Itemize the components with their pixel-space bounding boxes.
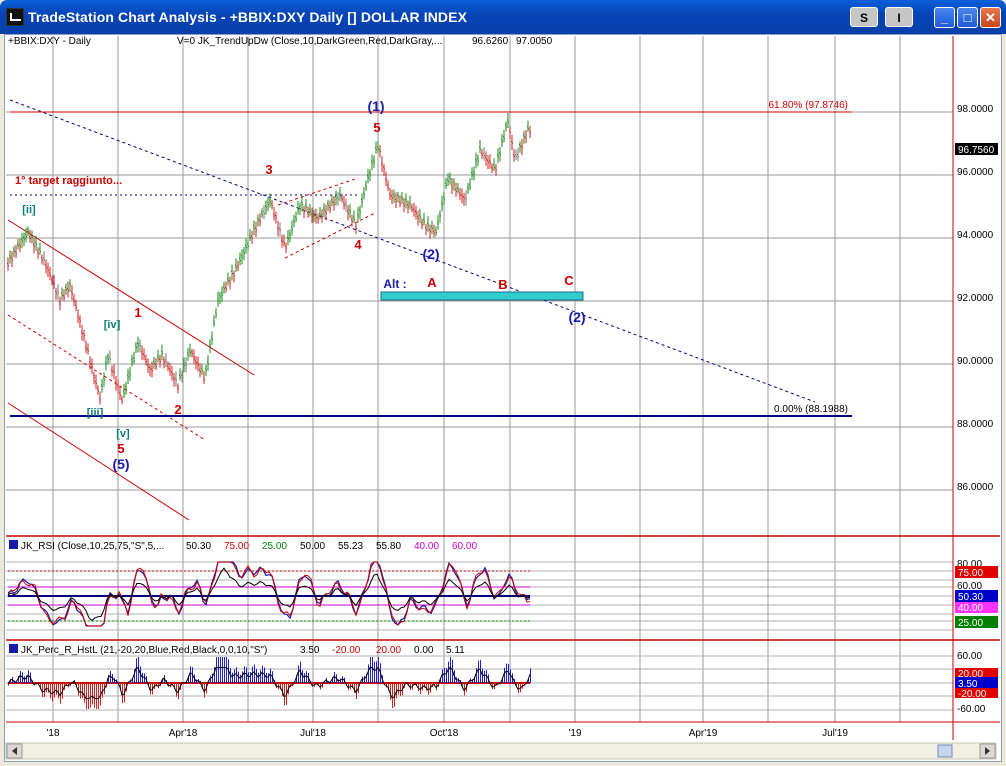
wave-2-label: (2) [422, 246, 439, 262]
rsi-name: JK_RSI (Close,10,25,75,"S",5,... [21, 541, 164, 552]
maximize-button[interactable]: □ [957, 7, 978, 28]
wave-2-small-label: 2 [174, 402, 181, 417]
long-trendline [9, 99, 816, 403]
price-axis: 98.0000 96.0000 94.0000 92.0000 90.0000 … [955, 104, 998, 493]
y-tick-88: 88.0000 [957, 419, 994, 430]
indicator-value-1: 96.6260 [472, 36, 509, 47]
x-tick-oct18: Oct'18 [430, 728, 459, 739]
wave-5-top-label: 5 [373, 120, 380, 135]
rsi-tick-50: 50.30 [958, 592, 983, 603]
wave-1-small-label: 1 [134, 305, 141, 320]
wave-2-alt-label: (2) [568, 309, 585, 325]
y-tick-86: 86.0000 [957, 482, 994, 493]
rsi-40-box [955, 602, 998, 613]
close-button[interactable]: ✕ [980, 7, 1001, 28]
perc-r-panel: JK_Perc_R_HstL (21,-20,20,Blue,Red,Black… [7, 644, 998, 715]
alt-label: Alt : [383, 277, 406, 291]
fib-0-label: 0.00% (88.1988) [774, 404, 848, 415]
rsi-25-box [955, 616, 998, 628]
perc-tick-60: 60.00 [957, 651, 982, 662]
rsi-tick-80: 80.00 [957, 559, 982, 570]
x-tick-apr18: Apr'18 [169, 728, 198, 739]
symbol-link-s-button[interactable]: S [850, 7, 878, 27]
perc-tick-3: 3.50 [958, 679, 978, 690]
x-tick-apr19: Apr'19 [689, 728, 718, 739]
rsi-tick-75: 75.00 [958, 568, 983, 579]
x-tick-19: '19 [568, 728, 581, 739]
alt-target-zone [380, 291, 584, 301]
fib-61-label: 61.80% (97.8746) [768, 100, 848, 111]
rsi-tick-40: 40.00 [958, 603, 983, 614]
minimize-button[interactable]: _ [934, 7, 955, 28]
wave-iii-label: [iii] [87, 407, 104, 419]
y-tick-98: 98.0000 [957, 104, 994, 115]
wave-v-label: [v] [116, 428, 130, 440]
last-price-box [955, 143, 998, 155]
symbol-link-i-button[interactable]: I [885, 7, 913, 27]
x-tick-jul18: Jul'18 [300, 728, 326, 739]
y-tick-90: 90.0000 [957, 356, 994, 367]
triangle-pattern [277, 177, 376, 259]
rsi-panel: JK_RSI (Close,10,25,75,"S",5,... 50.30 75… [7, 540, 998, 629]
wave-3-label: 3 [265, 162, 272, 177]
perc-m20-box [955, 688, 998, 698]
perc-20-box [955, 668, 998, 678]
indicator-value-2: 97.0050 [516, 36, 553, 47]
y-tick-92: 92.0000 [957, 293, 994, 304]
wave-1-label: (1) [367, 98, 384, 114]
perc-3-box [955, 677, 998, 689]
target-reached-note: 1° target raggiunto... [15, 175, 122, 187]
wave-c-label: C [564, 273, 574, 288]
x-tick-18: '18 [46, 728, 59, 739]
rsi-75-box [955, 566, 998, 578]
perc-tick-m20: -20.00 [958, 689, 987, 700]
declining-channel [7, 219, 255, 521]
chart-grid [6, 36, 953, 722]
tradestation-app-icon[interactable] [6, 8, 24, 26]
wave-5-cycle-label: (5) [112, 456, 129, 472]
wave-5-low-label: 5 [117, 441, 124, 456]
last-price-value: 96.7560 [958, 145, 995, 156]
window-title: TradeStation Chart Analysis - +BBIX:DXY … [28, 9, 468, 25]
wave-iv-label: [iv] [104, 319, 121, 331]
wave-a-label: A [427, 275, 437, 290]
perc-tick-20: 20.00 [958, 669, 983, 680]
wave-ii-label: [ii] [22, 204, 36, 216]
rsi-tick-60: 60.00 [957, 581, 982, 592]
wave-b-label: B [498, 277, 507, 292]
rsi-tick-25: 25.00 [958, 618, 983, 629]
horizontal-scrollbar[interactable] [5, 742, 997, 760]
perc-tick-m60: -60.00 [957, 704, 986, 715]
time-axis: '18 Apr'18 Jul'18 Oct'18 '19 Apr'19 Jul'… [46, 728, 848, 739]
y-tick-96: 96.0000 [957, 167, 994, 178]
price-bars [7, 113, 531, 405]
x-tick-jul19: Jul'19 [822, 728, 848, 739]
perc-name: JK_Perc_R_HstL (21,-20,20,Blue,Red,Black… [21, 645, 267, 656]
rsi-50-box [955, 590, 998, 602]
title-bar: TradeStation Chart Analysis - +BBIX:DXY … [0, 0, 1006, 34]
y-tick-94: 94.0000 [957, 230, 994, 241]
scroll-thumb [937, 744, 953, 758]
wave-4-label: 4 [354, 237, 362, 252]
indicator-label: V=0 JK_TrendUpDw (Close,10,DarkGreen,Red… [177, 36, 442, 47]
symbol-label: +BBIX:DXY - Daily [8, 36, 91, 47]
